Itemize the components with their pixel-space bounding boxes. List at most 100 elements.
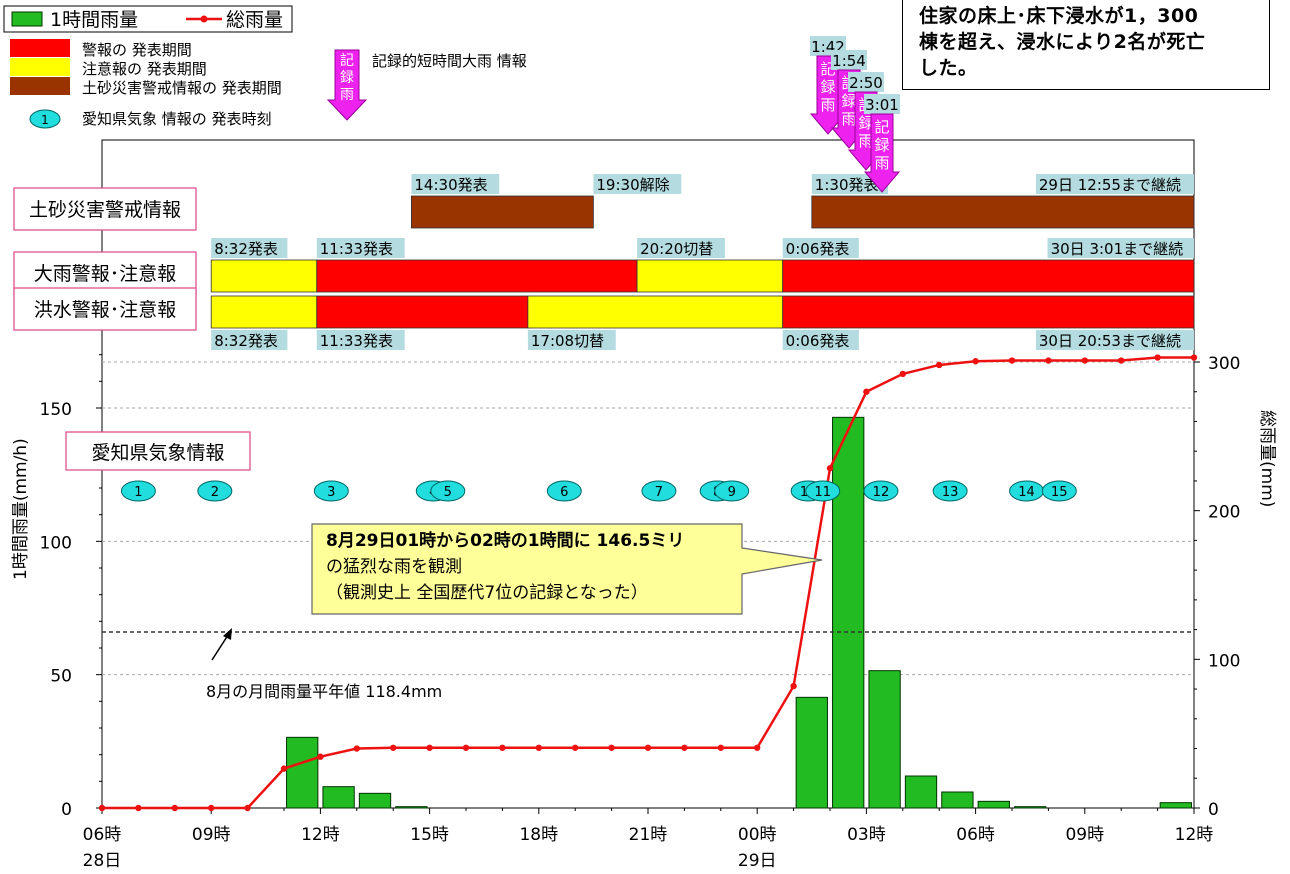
x-tick-label: 06時 xyxy=(956,825,995,845)
timeline-note-bg xyxy=(211,238,288,258)
rain-bar xyxy=(795,696,828,809)
timeline-row-label: 洪水警報･注意報 xyxy=(34,299,177,321)
legend-swatch xyxy=(10,58,70,76)
main-note-box xyxy=(311,523,823,615)
y-right-tick-label: 200 xyxy=(1208,503,1240,523)
rain-bar xyxy=(322,786,355,809)
timeline-segment xyxy=(811,195,1195,229)
main-note-line: 8月29日01時から02時の1時間に 146.5ミリ xyxy=(326,530,684,551)
timeline-segment xyxy=(636,259,784,293)
aichi-marker xyxy=(430,480,466,502)
x-day-label: 29日 xyxy=(738,851,777,871)
timeline-note-bg xyxy=(211,330,288,350)
timeline-note: 30日 20:53まで継続 xyxy=(1039,332,1181,350)
timeline-row-label-box xyxy=(13,251,197,295)
rain-bar xyxy=(286,736,319,809)
timeline-note-bg xyxy=(593,174,682,194)
record-arrow-text: 録 xyxy=(858,114,873,132)
main-note-line: の猛烈な雨を観測 xyxy=(326,557,462,577)
legend-label: 土砂災害警戒情報の 発表期間 xyxy=(82,79,282,97)
total-rain-point xyxy=(1081,357,1089,364)
aichi-label: 愛知県気象情報 xyxy=(91,442,224,464)
timeline-note: 30日 3:01まで継続 xyxy=(1051,240,1184,258)
x-tick-label: 09時 xyxy=(192,825,231,845)
aichi-marker xyxy=(932,480,968,502)
legend-bubble-number: 1 xyxy=(41,113,49,127)
legend-bar-label: 1時間雨量 xyxy=(50,9,138,31)
total-rain-point xyxy=(1045,357,1052,364)
total-rain-point xyxy=(1154,354,1161,361)
legend-line-label: 総雨量 xyxy=(226,9,283,31)
aichi-marker-number: 2 xyxy=(211,485,219,500)
timeline-note-bg xyxy=(811,174,888,194)
timeline-note: 17:08切替 xyxy=(531,332,604,350)
y-left-tick-label: 150 xyxy=(40,400,72,420)
total-rain-point xyxy=(353,745,360,752)
timeline-note-bg xyxy=(316,330,405,350)
total-rain-point xyxy=(572,744,579,751)
total-rain-point xyxy=(899,370,906,378)
record-arrow-text: 雨 xyxy=(874,154,889,172)
y-left-tick-label: 50 xyxy=(50,667,72,687)
record-arrow-text: 雨 xyxy=(820,96,835,114)
legend-label: 注意報の 発表期間 xyxy=(82,60,207,78)
y-left-tick-label: 100 xyxy=(40,533,72,553)
aichi-label-box xyxy=(65,431,251,471)
aichi-marker-number: 3 xyxy=(327,485,335,500)
rain-bar xyxy=(1159,802,1192,809)
record-time: 1:54 xyxy=(832,52,866,70)
total-rain-point xyxy=(499,744,506,751)
total-rain-point xyxy=(426,744,433,751)
x-tick-label: 21時 xyxy=(629,825,668,845)
timeline-note-bg xyxy=(1035,330,1194,350)
aichi-marker xyxy=(546,480,582,502)
aichi-marker xyxy=(714,480,750,502)
timeline-row-label-box xyxy=(13,187,197,231)
legend-record-label: 記録的短時間大雨 情報 xyxy=(372,52,527,70)
timeline-row-label: 大雨警報･注意報 xyxy=(34,263,177,285)
legend-swatch xyxy=(10,77,70,95)
record-arrow-shape xyxy=(863,113,901,193)
legend-bar-swatch xyxy=(11,11,43,27)
total-rain-point xyxy=(1190,354,1198,361)
timeline-segment xyxy=(316,295,529,329)
total-rain-point xyxy=(208,804,215,812)
aichi-marker xyxy=(1041,480,1077,502)
total-rain-point xyxy=(790,682,797,690)
legend-label: 警報の 発表期間 xyxy=(82,41,192,59)
record-rain-arrow: 3:01 記録雨 xyxy=(863,94,901,193)
timeline-note: 0:06発表 xyxy=(786,332,850,350)
x-day-label: 28日 xyxy=(83,851,122,871)
timeline-segment xyxy=(210,295,318,329)
timeline-note-bg xyxy=(782,238,859,258)
rain-bar xyxy=(1014,806,1047,809)
timeline-segment xyxy=(316,259,638,293)
aichi-marker-number: 12 xyxy=(873,485,890,500)
aichi-marker-number: 5 xyxy=(444,485,452,500)
aichi-marker-number: 6 xyxy=(560,485,568,500)
record-arrow-text: 記 xyxy=(874,118,889,136)
timeline-note: 8:32発表 xyxy=(214,240,278,258)
total-rain-point xyxy=(171,804,178,812)
timeline-segment xyxy=(410,195,594,229)
total-rain-point xyxy=(98,804,106,812)
x-tick-label: 12時 xyxy=(1175,825,1214,845)
y-right-tick-label: 0 xyxy=(1208,800,1219,820)
total-rain-point xyxy=(317,753,324,760)
x-tick-label: 00時 xyxy=(738,825,777,845)
timeline-note: 11:33発表 xyxy=(320,332,393,350)
legend-swatch xyxy=(10,39,70,57)
aichi-marker xyxy=(120,480,156,502)
total-rain-point xyxy=(1008,357,1016,364)
total-rain-point xyxy=(717,744,724,751)
y-right-tick-label: 100 xyxy=(1208,651,1240,671)
timeline-note: 29日 12:55まで継続 xyxy=(1039,176,1181,194)
timeline-note-bg xyxy=(1047,238,1194,258)
timeline-note: 8:32発表 xyxy=(214,332,278,350)
record-arrow-text: 録 xyxy=(874,136,889,154)
timeline-note-bg xyxy=(637,238,725,258)
x-tick-label: 09時 xyxy=(1065,825,1104,845)
rain-bar xyxy=(868,670,901,809)
x-tick-label: 06時 xyxy=(83,825,122,845)
